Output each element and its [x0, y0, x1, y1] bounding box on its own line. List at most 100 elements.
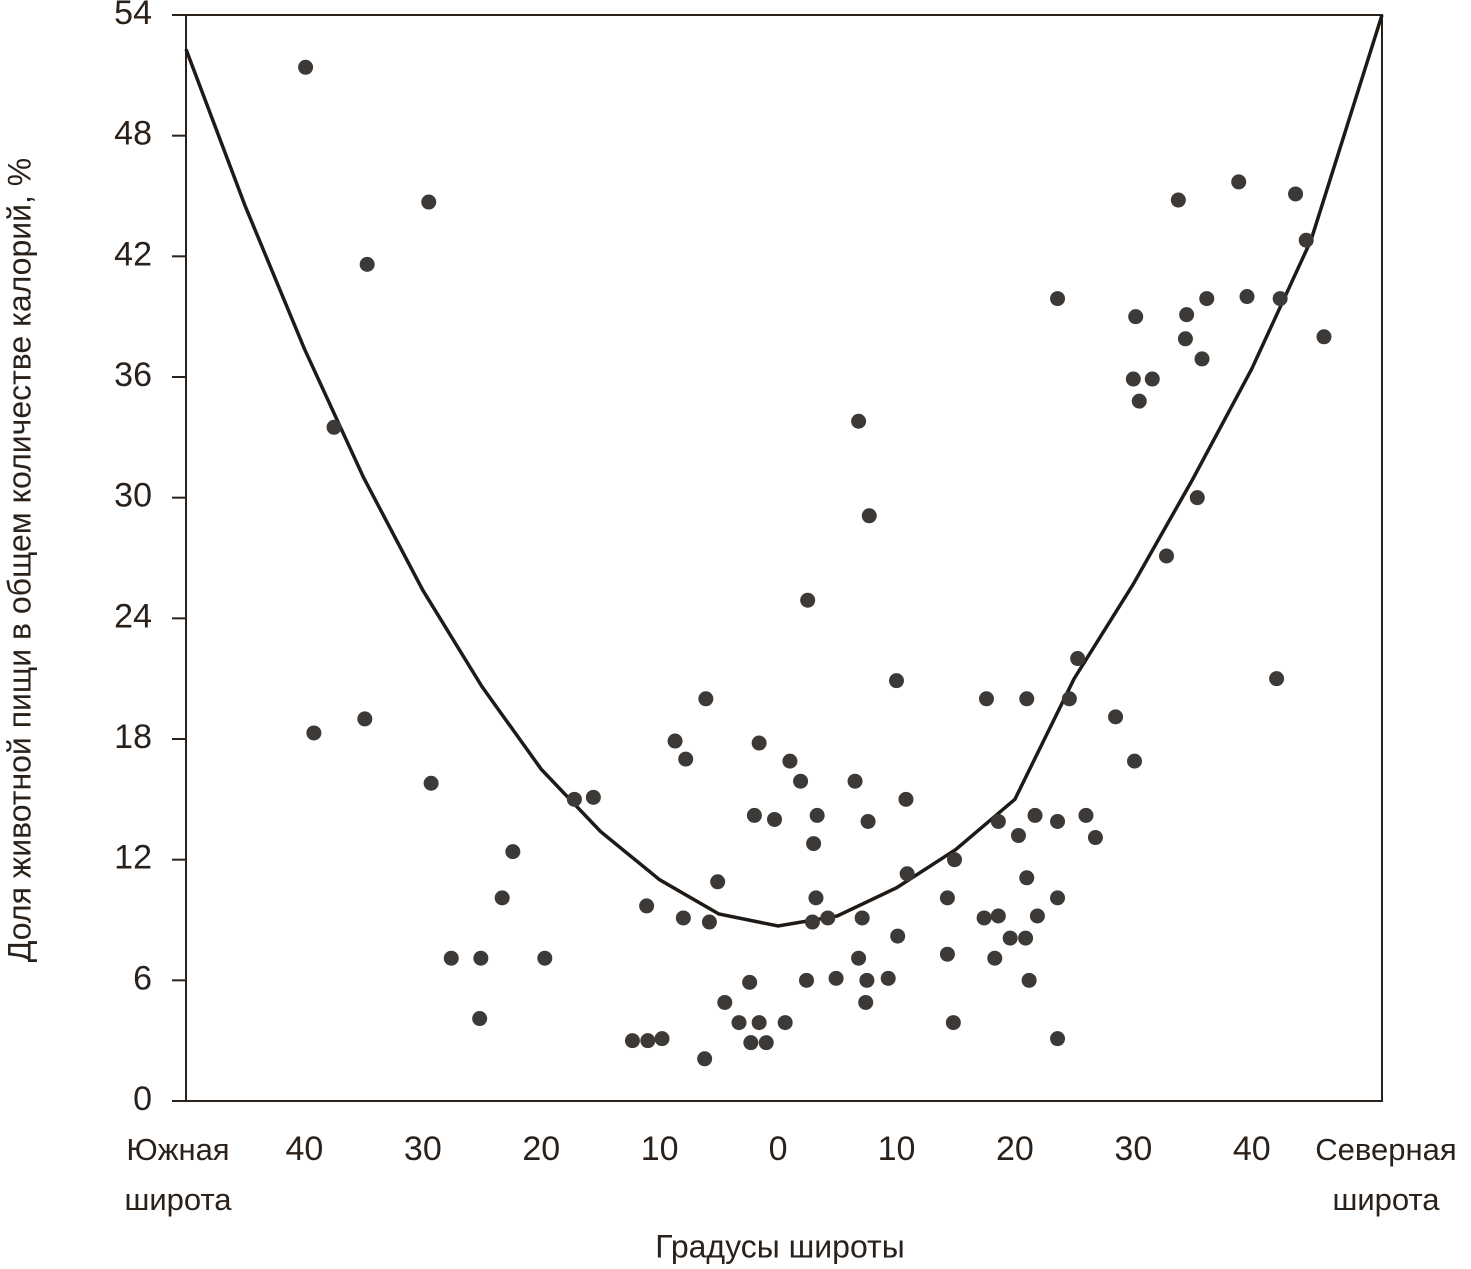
data-point	[298, 59, 314, 75]
data-point	[1019, 870, 1035, 886]
y-tick-label: 6	[133, 959, 152, 997]
data-point	[1128, 309, 1144, 325]
x-axis-label: Градусы широты	[655, 1228, 904, 1264]
x-tick-label: 10	[878, 1130, 916, 1168]
data-point	[978, 691, 994, 707]
data-point	[1061, 691, 1077, 707]
data-point	[976, 910, 992, 926]
data-point	[667, 733, 683, 749]
data-point	[359, 256, 375, 272]
y-tick-label: 24	[114, 597, 152, 635]
data-point	[1018, 930, 1034, 946]
data-point	[473, 950, 489, 966]
data-point	[808, 890, 824, 906]
data-point	[1127, 753, 1143, 769]
data-point	[640, 1033, 656, 1049]
data-point	[566, 791, 582, 807]
data-point	[800, 592, 816, 608]
data-point	[1298, 232, 1314, 248]
data-point	[1050, 890, 1066, 906]
data-point	[326, 419, 342, 435]
data-point	[782, 753, 798, 769]
data-point	[1158, 548, 1174, 564]
data-point	[472, 1011, 488, 1027]
data-point	[888, 673, 904, 689]
data-point	[990, 908, 1006, 924]
y-tick-label: 18	[114, 718, 152, 756]
data-point	[758, 1035, 774, 1051]
data-point	[1177, 331, 1193, 347]
data-point	[806, 836, 822, 852]
data-point	[1170, 192, 1186, 208]
data-point	[654, 1031, 670, 1047]
data-point	[861, 508, 877, 524]
x-tick-label: 40	[286, 1130, 324, 1168]
y-tick-label: 48	[114, 115, 152, 153]
data-point	[1189, 490, 1205, 506]
data-point	[939, 946, 955, 962]
data-point	[851, 413, 867, 429]
data-point	[947, 852, 963, 868]
x-tick-label: 30	[404, 1130, 442, 1168]
data-point	[793, 773, 809, 789]
data-point	[1087, 830, 1103, 846]
data-point	[898, 791, 914, 807]
data-point	[443, 950, 459, 966]
data-point	[1288, 186, 1304, 202]
data-point	[742, 974, 758, 990]
data-point	[1108, 709, 1124, 725]
x-tick-label: 40	[1233, 1130, 1271, 1168]
data-point	[743, 1035, 759, 1051]
data-point	[1272, 291, 1288, 307]
x-end-label: Северная широта	[1315, 1132, 1457, 1217]
data-point	[899, 866, 915, 882]
data-point	[1316, 329, 1332, 345]
y-tick-label: 12	[114, 839, 152, 877]
data-point	[990, 813, 1006, 829]
data-point	[1070, 651, 1086, 667]
trend-curve	[184, 14, 1384, 928]
x-tick-label: 0	[769, 1130, 788, 1168]
data-point	[1021, 972, 1037, 988]
data-point	[1199, 291, 1215, 307]
data-point	[1194, 351, 1210, 367]
data-point	[945, 1015, 961, 1031]
data-point	[820, 910, 836, 926]
data-point	[1050, 291, 1066, 307]
data-point	[537, 950, 553, 966]
data-point	[678, 751, 694, 767]
plot-frame	[185, 14, 1383, 1102]
y-tick-label: 30	[114, 477, 152, 515]
data-point	[423, 775, 439, 791]
data-point	[639, 898, 655, 914]
data-point	[1125, 371, 1141, 387]
data-point	[746, 807, 762, 823]
data-point	[494, 890, 510, 906]
data-point	[306, 725, 322, 741]
y-tick-label: 0	[133, 1080, 152, 1118]
data-point	[624, 1033, 640, 1049]
data-point	[1239, 289, 1255, 305]
data-point	[767, 811, 783, 827]
data-point	[880, 970, 896, 986]
data-point	[717, 994, 733, 1010]
data-point	[751, 735, 767, 751]
data-point	[804, 914, 820, 930]
x-tick-label: 20	[996, 1130, 1034, 1168]
data-point	[675, 910, 691, 926]
data-point	[1078, 807, 1094, 823]
data-point	[777, 1015, 793, 1031]
data-point	[505, 844, 521, 860]
data-point	[1144, 371, 1160, 387]
x-end-label: Южная широта	[124, 1132, 232, 1217]
y-tick-label: 54	[114, 0, 152, 32]
data-point	[698, 691, 714, 707]
data-point	[697, 1051, 713, 1067]
data-point	[751, 1015, 767, 1031]
data-point	[798, 972, 814, 988]
data-point	[1179, 307, 1195, 323]
data-point	[858, 994, 874, 1010]
data-point	[859, 972, 875, 988]
